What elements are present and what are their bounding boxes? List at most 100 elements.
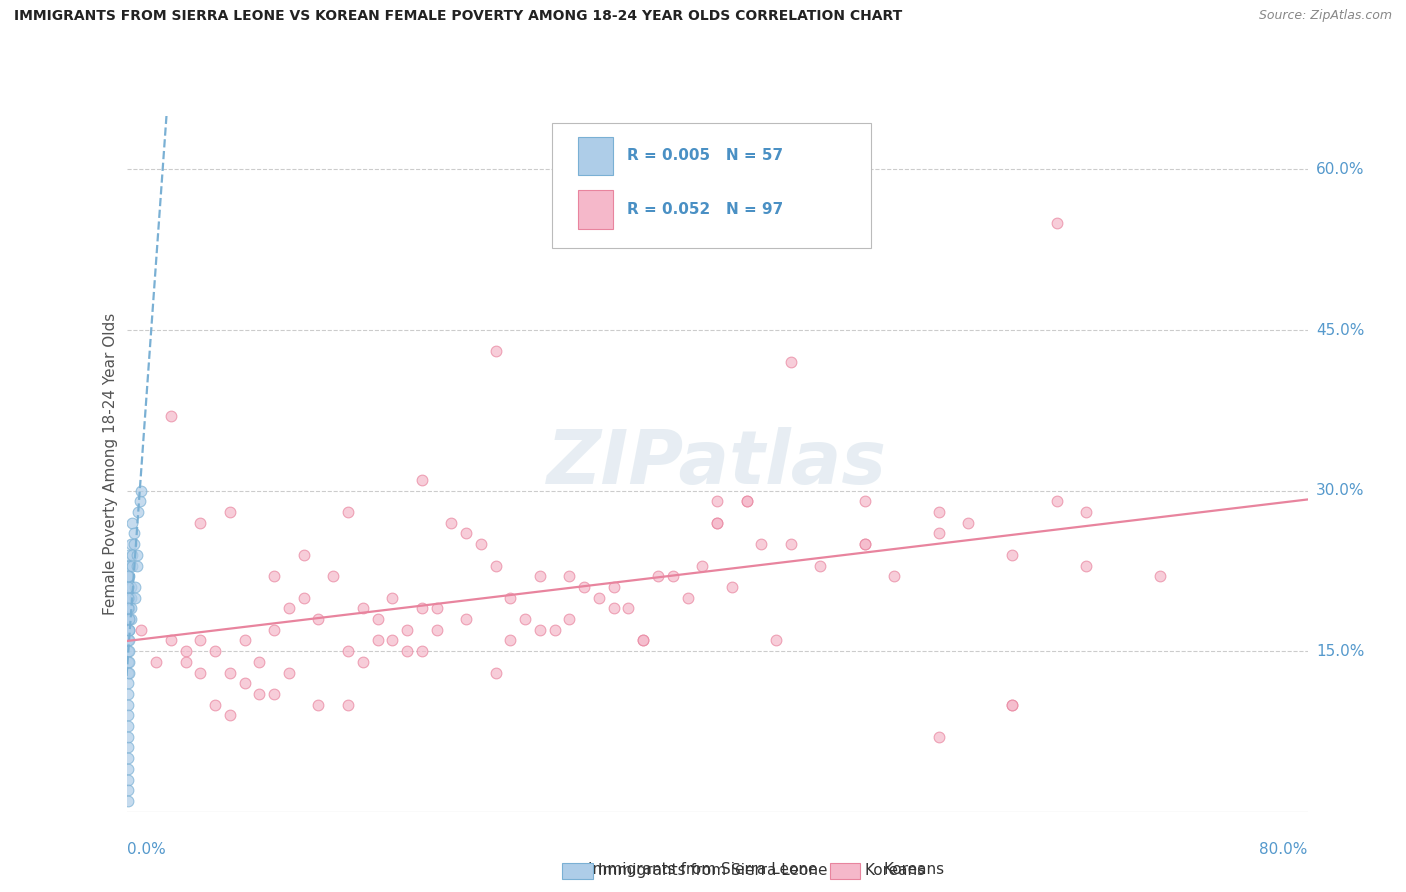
Text: 80.0%: 80.0% [1260, 842, 1308, 857]
Text: 30.0%: 30.0% [1316, 483, 1364, 498]
Point [366, 612, 388, 626]
Point [1076, 505, 1098, 519]
Text: ZIPatlas: ZIPatlas [547, 427, 887, 500]
Point [529, 569, 551, 583]
Text: Immigrants from Sierra Leone: Immigrants from Sierra Leone [588, 863, 818, 877]
Point [117, 623, 139, 637]
Point [706, 516, 728, 530]
Point [117, 676, 139, 690]
Point [204, 644, 226, 658]
Point [307, 698, 329, 712]
Point [647, 569, 669, 583]
Point [117, 580, 139, 594]
Point [425, 623, 447, 637]
Text: R = 0.005   N = 57: R = 0.005 N = 57 [627, 148, 783, 163]
Point [631, 633, 654, 648]
Point [117, 569, 139, 583]
Point [810, 558, 832, 573]
Point [352, 601, 374, 615]
Point [117, 591, 139, 605]
Point [263, 687, 285, 701]
Point [118, 655, 141, 669]
Point [117, 783, 139, 797]
Point [117, 751, 139, 765]
Point [118, 569, 141, 583]
Point [515, 612, 537, 626]
Point [588, 591, 610, 605]
Point [499, 633, 522, 648]
Point [121, 516, 143, 530]
Point [292, 548, 315, 562]
Point [735, 494, 758, 508]
Point [117, 687, 139, 701]
Point [121, 558, 143, 573]
Point [117, 612, 139, 626]
Point [411, 601, 433, 615]
Point [278, 665, 301, 680]
Point [1001, 698, 1024, 712]
Point [454, 526, 477, 541]
Point [117, 644, 139, 658]
Point [529, 623, 551, 637]
Text: 15.0%: 15.0% [1316, 644, 1364, 658]
Point [292, 591, 315, 605]
Y-axis label: Female Poverty Among 18-24 Year Olds: Female Poverty Among 18-24 Year Olds [103, 313, 118, 615]
Point [928, 730, 950, 744]
Point [118, 612, 141, 626]
Point [188, 516, 211, 530]
Point [124, 580, 146, 594]
Point [1045, 494, 1069, 508]
Point [121, 548, 143, 562]
Point [1001, 698, 1024, 712]
Text: 60.0%: 60.0% [1316, 162, 1364, 177]
Point [631, 633, 654, 648]
Point [720, 580, 742, 594]
Point [188, 633, 211, 648]
Point [117, 655, 139, 669]
Point [425, 601, 447, 615]
Point [779, 537, 801, 551]
Point [883, 569, 905, 583]
Point [159, 409, 183, 423]
Point [690, 558, 713, 573]
Point [118, 644, 141, 658]
Point [117, 580, 139, 594]
Point [499, 591, 522, 605]
Point [174, 644, 197, 658]
Point [117, 772, 139, 787]
Point [247, 687, 270, 701]
Point [454, 612, 477, 626]
Point [706, 516, 728, 530]
Point [117, 591, 139, 605]
Point [118, 633, 141, 648]
Point [603, 601, 626, 615]
Point [1076, 558, 1098, 573]
Point [127, 505, 149, 519]
Point [751, 537, 773, 551]
Point [574, 580, 596, 594]
Text: 45.0%: 45.0% [1316, 323, 1364, 337]
Point [117, 665, 139, 680]
Point [1001, 548, 1024, 562]
Point [125, 558, 148, 573]
Point [366, 633, 388, 648]
Point [1149, 569, 1171, 583]
Point [381, 633, 404, 648]
Point [956, 516, 979, 530]
Point [219, 708, 242, 723]
Point [128, 494, 150, 508]
Point [117, 633, 139, 648]
Point [352, 655, 374, 669]
Point [928, 505, 950, 519]
Point [765, 633, 787, 648]
Point [411, 473, 433, 487]
Bar [578, 136, 613, 175]
Point [233, 633, 256, 648]
Bar [578, 190, 613, 228]
Point [117, 558, 139, 573]
Point [117, 708, 139, 723]
Point [484, 665, 508, 680]
Point [188, 665, 211, 680]
Point [603, 580, 626, 594]
Text: Source: ZipAtlas.com: Source: ZipAtlas.com [1258, 9, 1392, 22]
